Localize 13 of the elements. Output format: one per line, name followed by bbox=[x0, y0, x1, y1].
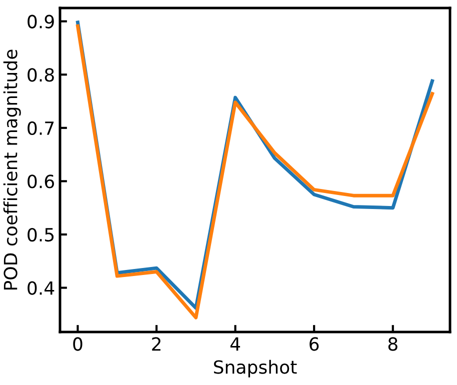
y-tick-label: 0.8 bbox=[28, 68, 54, 82]
y-tick-label: 0.7 bbox=[28, 121, 54, 136]
y-tick-label: 0.6 bbox=[28, 174, 54, 188]
x-tick-label: 4 bbox=[230, 337, 240, 351]
y-tick-label: 0.4 bbox=[28, 281, 54, 295]
y-axis-title: POD coefficient magnitude bbox=[3, 50, 21, 290]
y-tick-label: 0.9 bbox=[28, 14, 54, 28]
x-tick-label: 0 bbox=[73, 337, 82, 351]
x-tick-label: 8 bbox=[388, 337, 398, 351]
y-tick-label: 0.5 bbox=[28, 228, 54, 242]
x-axis-title: Snapshot bbox=[214, 360, 297, 378]
x-tick-label: 6 bbox=[310, 337, 319, 351]
x-tick-label: 2 bbox=[152, 337, 160, 351]
